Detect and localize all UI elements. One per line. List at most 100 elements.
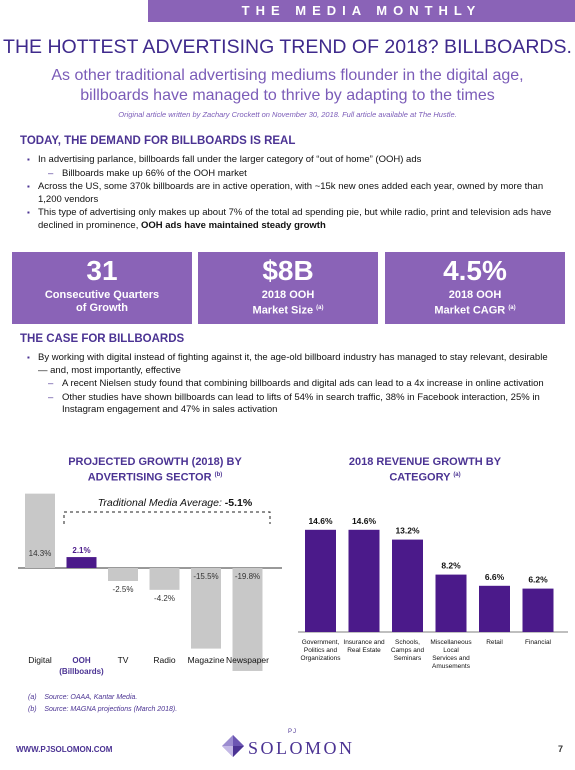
page-number: 7 — [557, 744, 563, 754]
category-label: Organizations — [300, 655, 341, 662]
demand-bullets: In advertising parlance, billboards fall… — [24, 154, 554, 233]
footnote-ref: (a) — [453, 472, 461, 478]
footer-website-link[interactable]: WWW.PJSOLOMON.COM — [16, 745, 113, 754]
stat-card-cagr: 4.5% 2018 OOH Market CAGR (a) — [385, 252, 565, 324]
footnote-ref: (a) — [508, 305, 516, 311]
stat-label-text: Market CAGR — [434, 304, 506, 317]
left-chart-title: PROJECTED GROWTH (2018) BY ADVERTISING S… — [40, 456, 270, 485]
growth-by-sector-chart: Traditional Media Average: -5.1% 14.3% Dig… — [18, 493, 282, 676]
data-label: -19.8% — [235, 572, 260, 581]
company-logo: PJ SOLOMON — [220, 729, 370, 763]
subbullet-lifts: Other studies have shown billboards can … — [24, 392, 554, 417]
chart-bar — [479, 585, 510, 632]
chart-bar — [435, 574, 467, 632]
logo-pj: PJ — [288, 729, 298, 735]
bullet-ooh-category: In advertising parlance, billboards fall… — [24, 154, 554, 167]
stat-card-quarters: 31 Consecutive Quarters of Growth — [12, 252, 192, 324]
stat-label-line1: 2018 OOH — [261, 289, 315, 301]
category-label: Services and — [432, 655, 470, 662]
annotation-bracket — [63, 511, 271, 524]
chart-bar — [392, 539, 423, 632]
category-label: Real Estate — [347, 647, 381, 654]
chart-bar — [66, 557, 97, 568]
chart-bar — [108, 568, 138, 581]
stat-label-text: Market Size — [252, 304, 314, 317]
revenue-growth-chart: 14.6% Government,Politics andOrganization… — [298, 516, 568, 670]
section-heading-case: THE CASE FOR BILLBOARDS — [20, 333, 185, 345]
category-label: Financial — [525, 639, 552, 646]
chart-bar — [25, 493, 55, 568]
stat-label-line2: of Growth — [76, 302, 128, 314]
bullet-billboard-count: Across the US, some 370k billboards are … — [24, 181, 554, 206]
stat-label-line1: Consecutive Quarters — [44, 289, 160, 301]
category-label: (Billboards) — [59, 667, 104, 676]
right-chart-title-line1: 2018 REVENUE GROWTH BY — [348, 456, 502, 468]
category-label: Camps and — [391, 647, 425, 654]
category-label: Digital — [28, 655, 52, 665]
bullet-digital-strategy: By working with digital instead of fight… — [24, 352, 554, 377]
section-heading-demand: TODAY, THE DEMAND FOR BILLBOARDS IS REAL — [20, 135, 296, 147]
category-label: Amusements — [432, 663, 471, 670]
category-label: Politics and — [304, 647, 338, 654]
category-label: Government, — [302, 639, 340, 646]
bullet-ad-spending-bold: OOH ads have maintained steady growth — [140, 219, 326, 231]
category-label: Radio — [153, 655, 175, 665]
chart-bar — [149, 568, 180, 590]
footnote-a-text: Source: OAAA, Kantar Media. — [44, 694, 138, 701]
data-label: 8.2% — [441, 561, 461, 571]
subbullet-ooh-share: Billboards make up 66% of the OOH market — [24, 168, 554, 181]
data-label: 14.6% — [352, 516, 377, 526]
data-label: 6.2% — [528, 575, 548, 585]
data-label: 6.6% — [485, 572, 505, 582]
publication-banner: THE MEDIA MONTHLY — [148, 0, 575, 22]
stat-value: 4.5% — [443, 255, 507, 286]
category-label: OOH — [72, 656, 90, 665]
category-label: Insurance and — [343, 639, 385, 646]
footnote-ref: (a) — [316, 305, 324, 311]
category-label: Schools, — [395, 639, 420, 646]
data-label: 13.2% — [395, 526, 420, 536]
footnote-b-text: Source: MAGNA projections (March 2018). — [44, 706, 178, 713]
right-chart-title-line2-wrap: CATEGORY (a) — [310, 469, 540, 485]
chart-bar — [232, 568, 263, 671]
bullet-ad-spending: This type of advertising only makes up a… — [24, 207, 554, 232]
footnote-a-marker: (a) — [28, 694, 37, 701]
footnote-ref: (b) — [214, 472, 223, 478]
logo-name: SOLOMON — [248, 738, 355, 758]
stat-value: 31 — [86, 255, 118, 286]
stat-value: $8B — [262, 255, 314, 286]
data-label: -2.5% — [113, 585, 134, 594]
footnote-a: (a) Source: OAAA, Kantar Media. — [28, 692, 177, 704]
right-chart-title-line2: CATEGORY — [389, 471, 451, 484]
left-chart-title-line1: PROJECTED GROWTH (2018) BY — [68, 456, 242, 468]
category-label: Seminars — [394, 655, 422, 662]
page-subtitle: As other traditional advertising mediums… — [51, 67, 524, 104]
chart-bar — [522, 588, 554, 632]
chart-annotation: Traditional Media Average: -5.1% — [98, 497, 253, 509]
logo-mark-icon — [222, 735, 244, 757]
stat-label-line1: 2018 OOH — [448, 289, 502, 301]
subbullet-nielsen: A recent Nielsen study found that combin… — [24, 378, 554, 391]
category-label: TV — [118, 655, 129, 665]
category-label: Magazine — [188, 655, 225, 665]
right-chart-title: 2018 REVENUE GROWTH BY CATEGORY (a) — [310, 456, 540, 485]
chart-bar — [348, 529, 380, 632]
data-label: 14.6% — [308, 516, 333, 526]
footnote-b-marker: (b) — [28, 706, 37, 713]
data-label: 2.1% — [72, 546, 90, 555]
case-bullets: By working with digital instead of fight… — [24, 352, 554, 418]
footnote-b: (b) Source: MAGNA projections (March 201… — [28, 704, 177, 716]
article-source: Original article written by Zachary Croc… — [118, 110, 457, 119]
chart-bar — [305, 529, 336, 632]
stat-card-market-size: $8B 2018 OOH Market Size (a) — [198, 252, 378, 324]
bullet-ad-spending-text: This type of advertising only makes up a… — [38, 207, 552, 231]
data-label: 14.3% — [29, 549, 52, 558]
data-label: -15.5% — [193, 572, 218, 581]
footnotes: (a) Source: OAAA, Kantar Media. (b) Sour… — [28, 692, 177, 716]
category-label: Local — [443, 647, 459, 654]
data-label: -4.2% — [154, 594, 175, 603]
stat-label-line2: Market Size (a) — [198, 302, 378, 318]
category-label: Miscellaneous — [430, 639, 472, 646]
left-chart-title-line2-wrap: ADVERTISING SECTOR (b) — [40, 469, 270, 485]
category-label: Newspaper — [226, 655, 269, 665]
